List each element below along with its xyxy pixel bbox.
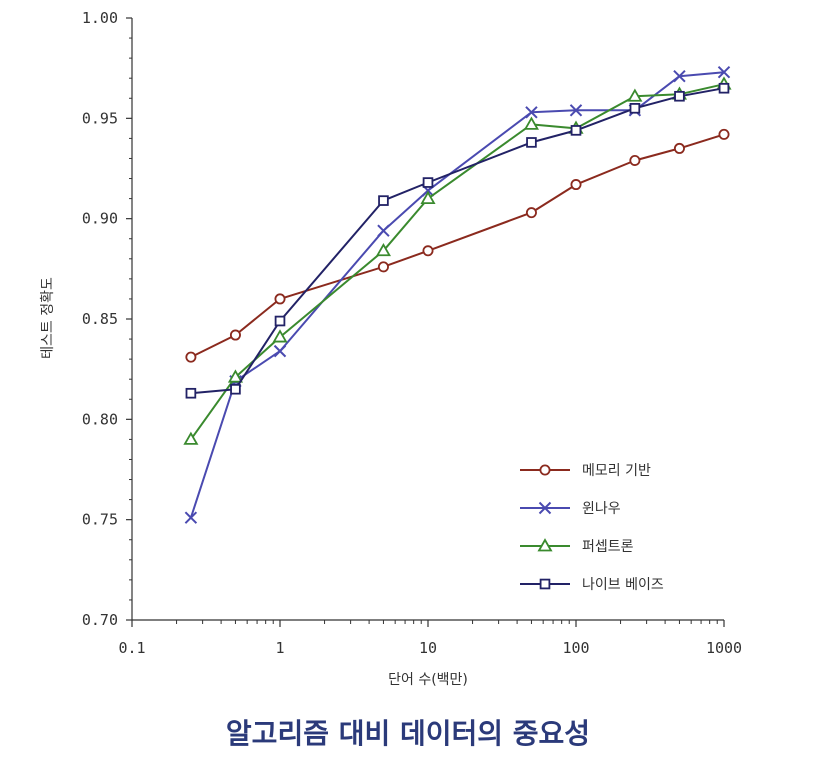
legend-label: 나이브 베이즈 xyxy=(582,577,664,593)
data-point-circle xyxy=(629,154,641,166)
y-tick-label: 1.00 xyxy=(82,9,118,27)
series-line xyxy=(190,133,725,358)
data-point-triangle xyxy=(227,369,243,383)
legend-label: 윈나우 xyxy=(582,501,621,517)
data-point-square xyxy=(185,387,197,399)
series-layer xyxy=(183,65,732,524)
axes: 0.70 0.75 0.80 0.85 0.90 0.95 1.00 0.1 1 10 100 100… xyxy=(82,9,742,657)
data-point-circle xyxy=(718,128,730,140)
data-point-square xyxy=(570,125,582,136)
y-tick-label: 0.80 xyxy=(82,410,118,428)
data-point-square xyxy=(674,90,685,102)
data-point-x xyxy=(717,65,731,79)
legend-item: 메모리 기반 xyxy=(520,463,651,479)
data-point-x xyxy=(569,104,583,117)
x-tick-label: 0.1 xyxy=(118,639,145,657)
data-point-x xyxy=(273,344,287,358)
data-point-square xyxy=(274,315,286,327)
series-3 xyxy=(185,82,730,399)
x-tick-label: 1 xyxy=(275,639,284,657)
series-line xyxy=(190,83,725,440)
data-point-circle xyxy=(422,245,434,257)
x-tick-label: 100 xyxy=(562,639,589,657)
data-point-square xyxy=(718,82,730,94)
legend-item: 나이브 베이즈 xyxy=(520,577,664,593)
data-point-circle xyxy=(570,179,582,191)
data-point-circle xyxy=(185,351,197,363)
data-point-circle xyxy=(673,142,685,154)
data-point-circle xyxy=(539,464,551,476)
y-tick-label: 0.75 xyxy=(82,511,118,529)
legend-label: 메모리 기반 xyxy=(582,463,651,479)
data-point-x xyxy=(538,501,552,515)
data-point-circle xyxy=(377,261,389,273)
x-tick-label: 1000 xyxy=(706,639,742,657)
data-point-x xyxy=(525,106,538,119)
data-point-circle xyxy=(525,207,537,219)
series-0 xyxy=(185,128,730,363)
series-line xyxy=(189,71,725,519)
y-tick-label: 0.70 xyxy=(82,611,118,629)
data-point-circle xyxy=(274,293,286,305)
line-chart: 0.70 0.75 0.80 0.85 0.90 0.95 1.00 0.1 1 10 100 100… xyxy=(40,9,742,688)
series-2 xyxy=(183,76,732,445)
data-point-x xyxy=(184,511,198,524)
data-point-triangle xyxy=(627,88,643,102)
data-point-square xyxy=(230,383,241,395)
data-point-triangle xyxy=(183,431,199,445)
figure-caption: 알고리즘 대비 데이터의 중요성 xyxy=(225,717,591,750)
data-point-triangle xyxy=(375,242,391,257)
y-tick-label: 0.90 xyxy=(82,210,118,228)
data-point-square xyxy=(526,137,537,148)
x-tick-label: 10 xyxy=(419,639,437,657)
data-point-x xyxy=(673,69,686,83)
legend-item: 윈나우 xyxy=(520,501,621,517)
data-point-square xyxy=(422,177,434,188)
y-axis-title: 테스트 정확도 xyxy=(40,277,56,359)
data-point-circle xyxy=(229,329,241,341)
data-point-square xyxy=(378,195,389,206)
data-point-x xyxy=(377,224,390,237)
data-point-square xyxy=(629,103,641,114)
data-point-square xyxy=(539,578,551,590)
legend-item: 퍼셉트론 xyxy=(520,538,634,555)
data-point-triangle xyxy=(523,116,539,130)
data-point-triangle xyxy=(272,329,288,343)
series-line xyxy=(190,87,725,395)
y-tick-label: 0.95 xyxy=(82,109,118,127)
legend-label: 퍼셉트론 xyxy=(582,539,634,555)
data-point-triangle xyxy=(537,538,553,552)
x-axis-title: 단어 수(백만) xyxy=(388,672,468,688)
data-point-triangle xyxy=(420,190,436,204)
series-1 xyxy=(184,65,731,524)
y-tick-label: 0.85 xyxy=(82,310,118,328)
